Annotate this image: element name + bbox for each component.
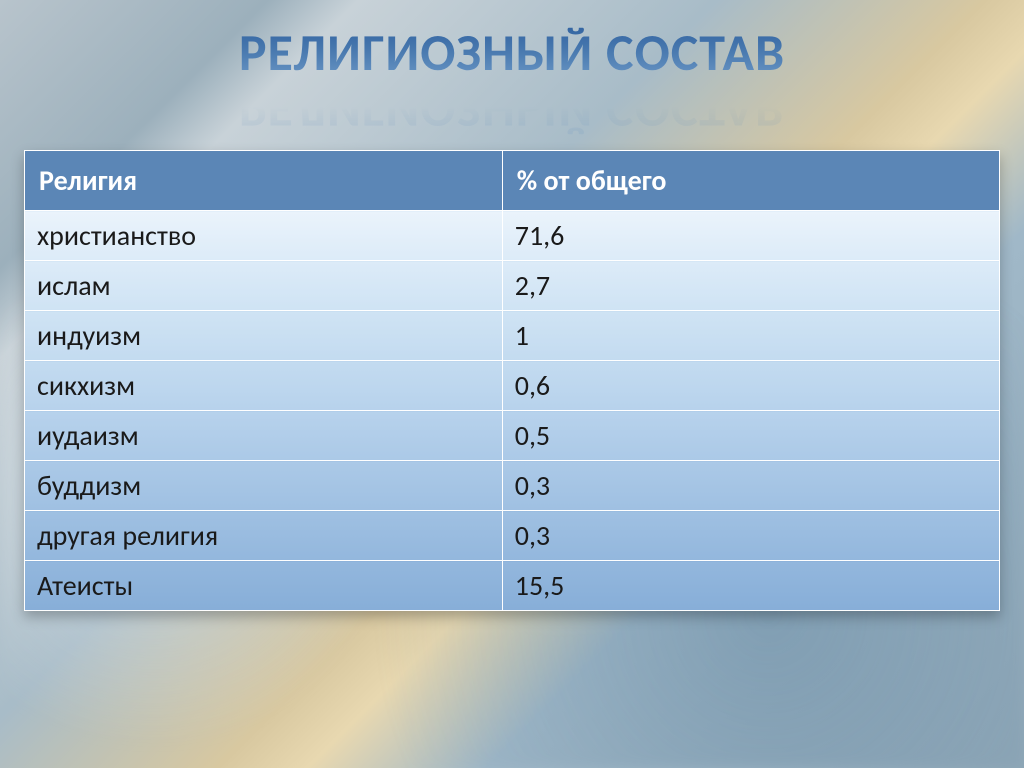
cell-percent: 15,5: [502, 561, 999, 611]
slide-background: Религиозный состав Религиозный состав Ре…: [0, 0, 1024, 768]
table-row: другая религия 0,3: [25, 511, 1000, 561]
table-row: сикхизм 0,6: [25, 361, 1000, 411]
table-row: буддизм 0,3: [25, 461, 1000, 511]
table-row: христианство 71,6: [25, 211, 1000, 261]
cell-percent: 0,3: [502, 461, 999, 511]
cell-percent: 1: [502, 311, 999, 361]
cell-religion: другая религия: [25, 511, 503, 561]
cell-percent: 0,3: [502, 511, 999, 561]
cell-religion: буддизм: [25, 461, 503, 511]
cell-religion: Атеисты: [25, 561, 503, 611]
religion-table: Религия % от общего христианство 71,6 ис…: [24, 150, 1000, 611]
table-header-row: Религия % от общего: [25, 151, 1000, 211]
col-header-religion: Религия: [25, 151, 503, 211]
cell-percent: 0,6: [502, 361, 999, 411]
col-header-percent: % от общего: [502, 151, 999, 211]
cell-religion: сикхизм: [25, 361, 503, 411]
cell-religion: христианство: [25, 211, 503, 261]
table-row: индуизм 1: [25, 311, 1000, 361]
cell-religion: ислам: [25, 261, 503, 311]
slide-title: Религиозный состав: [239, 20, 785, 84]
title-container: Религиозный состав Религиозный состав: [0, 20, 1024, 142]
cell-religion: индуизм: [25, 311, 503, 361]
table-row: ислам 2,7: [25, 261, 1000, 311]
table-row: иудаизм 0,5: [25, 411, 1000, 461]
table-row: Атеисты 15,5: [25, 561, 1000, 611]
slide-title-reflection: Религиозный состав: [0, 78, 1024, 142]
cell-percent: 71,6: [502, 211, 999, 261]
cell-religion: иудаизм: [25, 411, 503, 461]
cell-percent: 0,5: [502, 411, 999, 461]
cell-percent: 2,7: [502, 261, 999, 311]
